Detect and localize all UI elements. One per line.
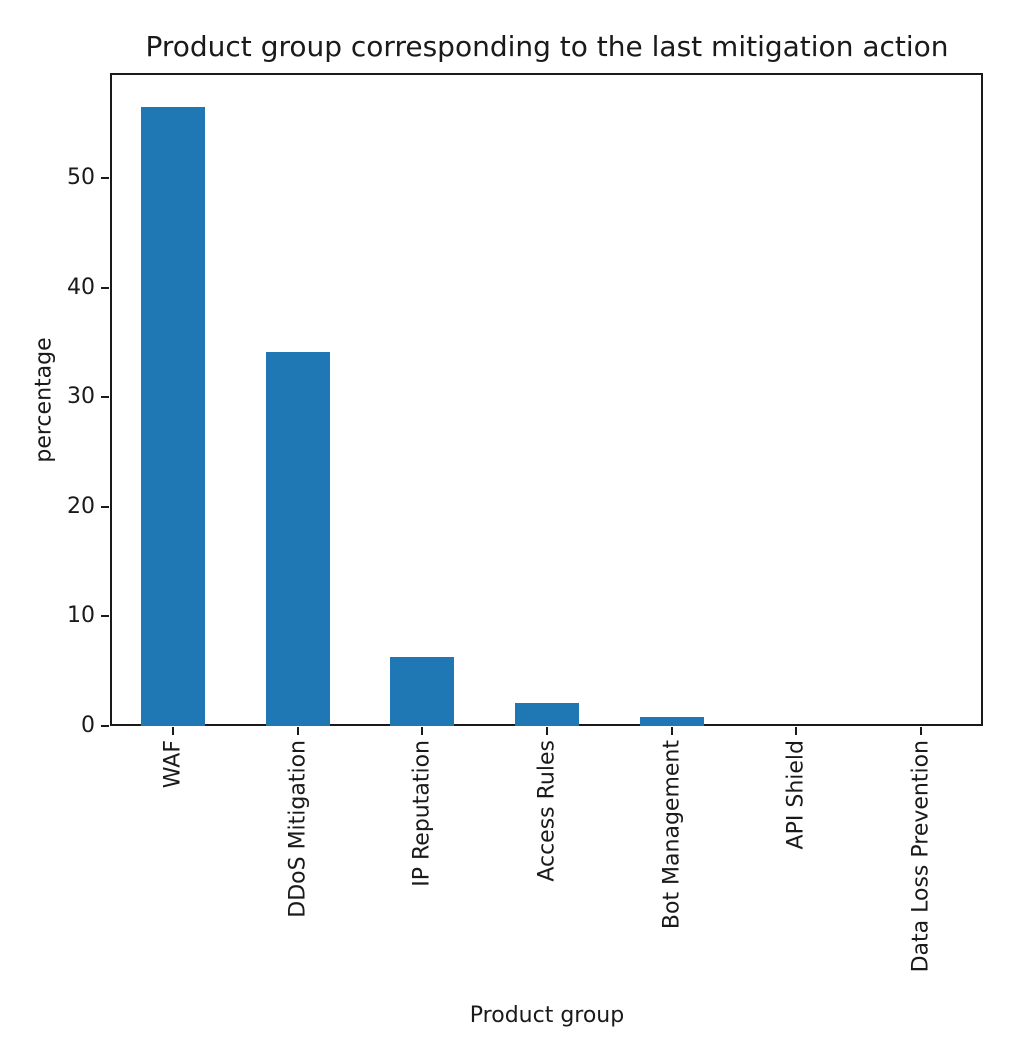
- y-axis-label: percentage: [31, 337, 57, 463]
- chart-title: Product group corresponding to the last …: [145, 30, 949, 63]
- x-tick-mark: [172, 727, 175, 735]
- x-tick-mark: [546, 727, 548, 735]
- y-tick-label: 50: [67, 165, 95, 191]
- y-tick-label: 0: [81, 713, 95, 738]
- x-tick-mark: [670, 727, 673, 735]
- y-tick-label: 40: [67, 274, 95, 300]
- x-axis-label: Product group: [469, 1003, 625, 1028]
- bar-waf: [141, 106, 206, 726]
- x-tick-label: WAF: [160, 740, 186, 789]
- x-tick-label: Data Loss Prevention: [908, 740, 934, 973]
- y-tick-label: 20: [67, 493, 95, 519]
- x-tick-mark: [919, 727, 922, 735]
- y-tick-mark: [101, 396, 109, 399]
- bar-ip-reputation: [390, 656, 455, 726]
- y-tick-mark: [101, 615, 109, 618]
- x-tick-mark: [296, 727, 299, 735]
- x-tick-label: Access Rules: [534, 740, 560, 882]
- y-tick-mark: [101, 286, 109, 289]
- x-tick-label: DDoS Mitigation: [285, 740, 311, 918]
- x-tick-label: API Shield: [783, 740, 809, 850]
- y-tick-mark: [101, 725, 109, 727]
- bar-bot-management: [639, 716, 704, 726]
- x-tick-label: IP Reputation: [409, 740, 435, 887]
- x-tick-mark: [795, 727, 798, 735]
- bar-access-rules: [515, 702, 579, 726]
- y-tick-mark: [101, 177, 109, 180]
- y-tick-label: 10: [67, 603, 95, 629]
- y-tick-label: 30: [67, 384, 95, 410]
- y-tick-mark: [101, 505, 109, 508]
- x-tick-mark: [421, 727, 424, 735]
- x-tick-label: Bot Management: [659, 740, 685, 930]
- plot-area: [110, 73, 983, 726]
- bar-ddos-mitigation: [265, 352, 330, 726]
